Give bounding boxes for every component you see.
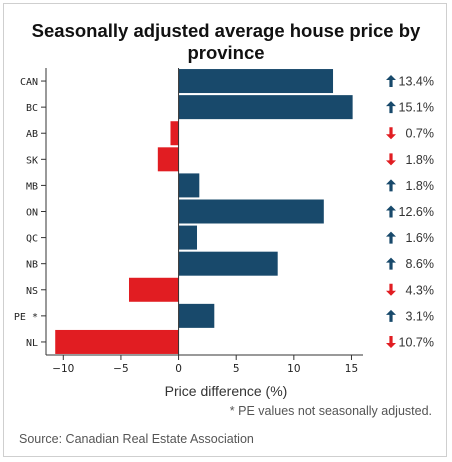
up-arrow-icon-bc [386, 101, 396, 114]
y-tick-label-nb: NB [26, 260, 38, 271]
down-arrow-icon-nl [386, 335, 396, 348]
down-arrow-icon-sk [386, 153, 396, 166]
x-axis: −10 −5 0 5 10 15 [41, 68, 363, 375]
change-annotations: 13.4% 15.1% 0.7% 1.8% 1.8% 12.6% 1.6% 8.6% 4.3% 3… [386, 75, 435, 349]
footnote: * PE values not seasonally adjusted. [229, 404, 432, 418]
y-tick-label-mb: MB [26, 181, 38, 192]
value-label-ns: 4.3% [406, 283, 435, 297]
bar-nl [55, 329, 179, 354]
chart-title-line-2: province [187, 42, 265, 63]
value-label-ab: 0.7% [406, 127, 435, 141]
x-tick-label--5: −5 [113, 363, 128, 375]
up-arrow-icon-can [386, 75, 396, 88]
chart-title: Seasonally adjusted average house price … [0, 20, 452, 64]
up-arrow-icon-qc [386, 231, 396, 244]
x-axis-label: Price difference (%) [165, 383, 288, 399]
y-tick-label-ns: NS [26, 286, 38, 297]
value-label-on: 12.6% [399, 205, 434, 219]
down-arrow-icon-ns [386, 283, 396, 296]
y-tick-label-nl: NL [26, 338, 38, 349]
y-tick-label-qc: QC [26, 234, 38, 245]
chart-title-line-1: Seasonally adjusted average house price … [31, 20, 421, 41]
y-tick-labels: CAN BC AB SK MB ON QC NB NS PE * NL [14, 77, 38, 349]
source-note: Source: Canadian Real Estate Association [19, 432, 254, 446]
bar-nb [178, 251, 278, 276]
bar-mb [178, 173, 200, 198]
y-tick-label-sk: SK [26, 155, 38, 166]
y-tick-label-pe: PE * [14, 312, 38, 323]
bar-pe [178, 303, 215, 328]
x-tick-label-10: 10 [287, 363, 300, 375]
value-label-nl: 10.7% [399, 335, 434, 349]
up-arrow-icon-nb [386, 257, 396, 270]
bar-ns [128, 277, 179, 302]
x-tick-label-0: 0 [175, 363, 182, 375]
value-label-mb: 1.8% [406, 179, 435, 193]
value-label-can: 13.4% [399, 75, 434, 89]
bar-can [178, 69, 334, 94]
x-tick-label-5: 5 [233, 363, 240, 375]
value-label-bc: 15.1% [399, 101, 434, 115]
bar-on [178, 199, 324, 224]
bar-sk [157, 147, 179, 172]
up-arrow-icon-mb [386, 179, 396, 192]
y-tick-label-ab: AB [26, 129, 38, 140]
x-tick-label-15: 15 [345, 363, 358, 375]
up-arrow-icon-on [386, 205, 396, 218]
bars-group [55, 69, 353, 354]
up-arrow-icon-pe [386, 309, 396, 322]
down-arrow-icon-ab [386, 127, 396, 140]
value-label-sk: 1.8% [406, 153, 435, 167]
bar-qc [178, 225, 198, 250]
x-tick-label--10: −10 [52, 363, 74, 375]
value-label-pe: 3.1% [406, 309, 435, 323]
bar-ab [170, 121, 179, 146]
bar-bc [178, 95, 353, 120]
value-label-qc: 1.6% [406, 231, 435, 245]
value-label-nb: 8.6% [406, 257, 435, 271]
y-tick-label-on: ON [26, 208, 38, 219]
y-tick-label-bc: BC [26, 103, 38, 114]
y-tick-label-can: CAN [20, 77, 38, 88]
